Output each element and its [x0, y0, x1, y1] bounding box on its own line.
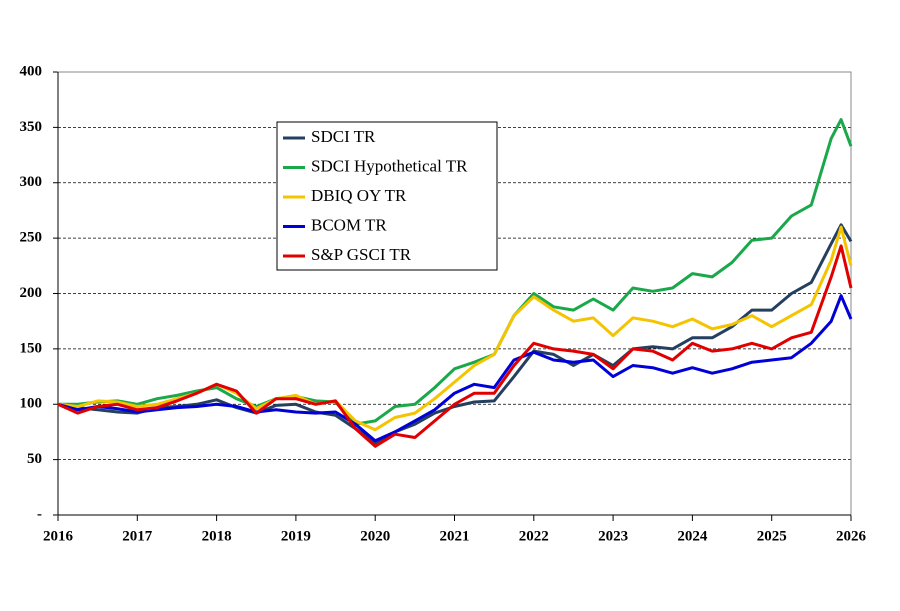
y-tick-label: 200: [20, 285, 43, 301]
legend-label: S&P GSCI TR: [311, 245, 412, 264]
legend-label: DBIQ OY TR: [311, 186, 407, 205]
x-tick-label: 2020: [360, 528, 390, 544]
series-line: [57, 244, 853, 448]
y-tick-label: -: [37, 506, 42, 522]
x-tick-label: 2016: [43, 528, 74, 544]
legend-label: SDCI TR: [311, 127, 376, 146]
legend-label: SDCI Hypothetical TR: [311, 156, 468, 175]
legend-box: [276, 121, 498, 271]
x-tick-label: 2022: [519, 528, 549, 544]
y-tick-label: 300: [20, 174, 43, 190]
y-tick-label: 350: [20, 119, 43, 135]
x-tick-label: 2023: [598, 528, 628, 544]
x-tick-label: 2024: [677, 528, 708, 544]
x-tick-label: 2019: [281, 528, 311, 544]
y-tick-label: 400: [20, 63, 43, 79]
series-line: [58, 118, 853, 426]
x-tick-label: 2025: [757, 528, 787, 544]
legend-label: BCOM TR: [311, 215, 387, 234]
y-tick-label: 100: [20, 396, 43, 412]
x-tick-label: 2026: [836, 528, 867, 544]
y-tick-label: 250: [20, 230, 43, 246]
series-line: [57, 294, 853, 443]
x-tick-label: 2017: [122, 528, 153, 544]
x-tick-label: 2018: [202, 528, 232, 544]
y-tick-label: 150: [20, 340, 43, 356]
y-tick-label: 50: [27, 451, 42, 467]
legend: SDCI TR SDCI Hypothetical TR DBIQ OY TR BCO…: [276, 121, 498, 271]
x-tick-label: 2021: [440, 528, 470, 544]
